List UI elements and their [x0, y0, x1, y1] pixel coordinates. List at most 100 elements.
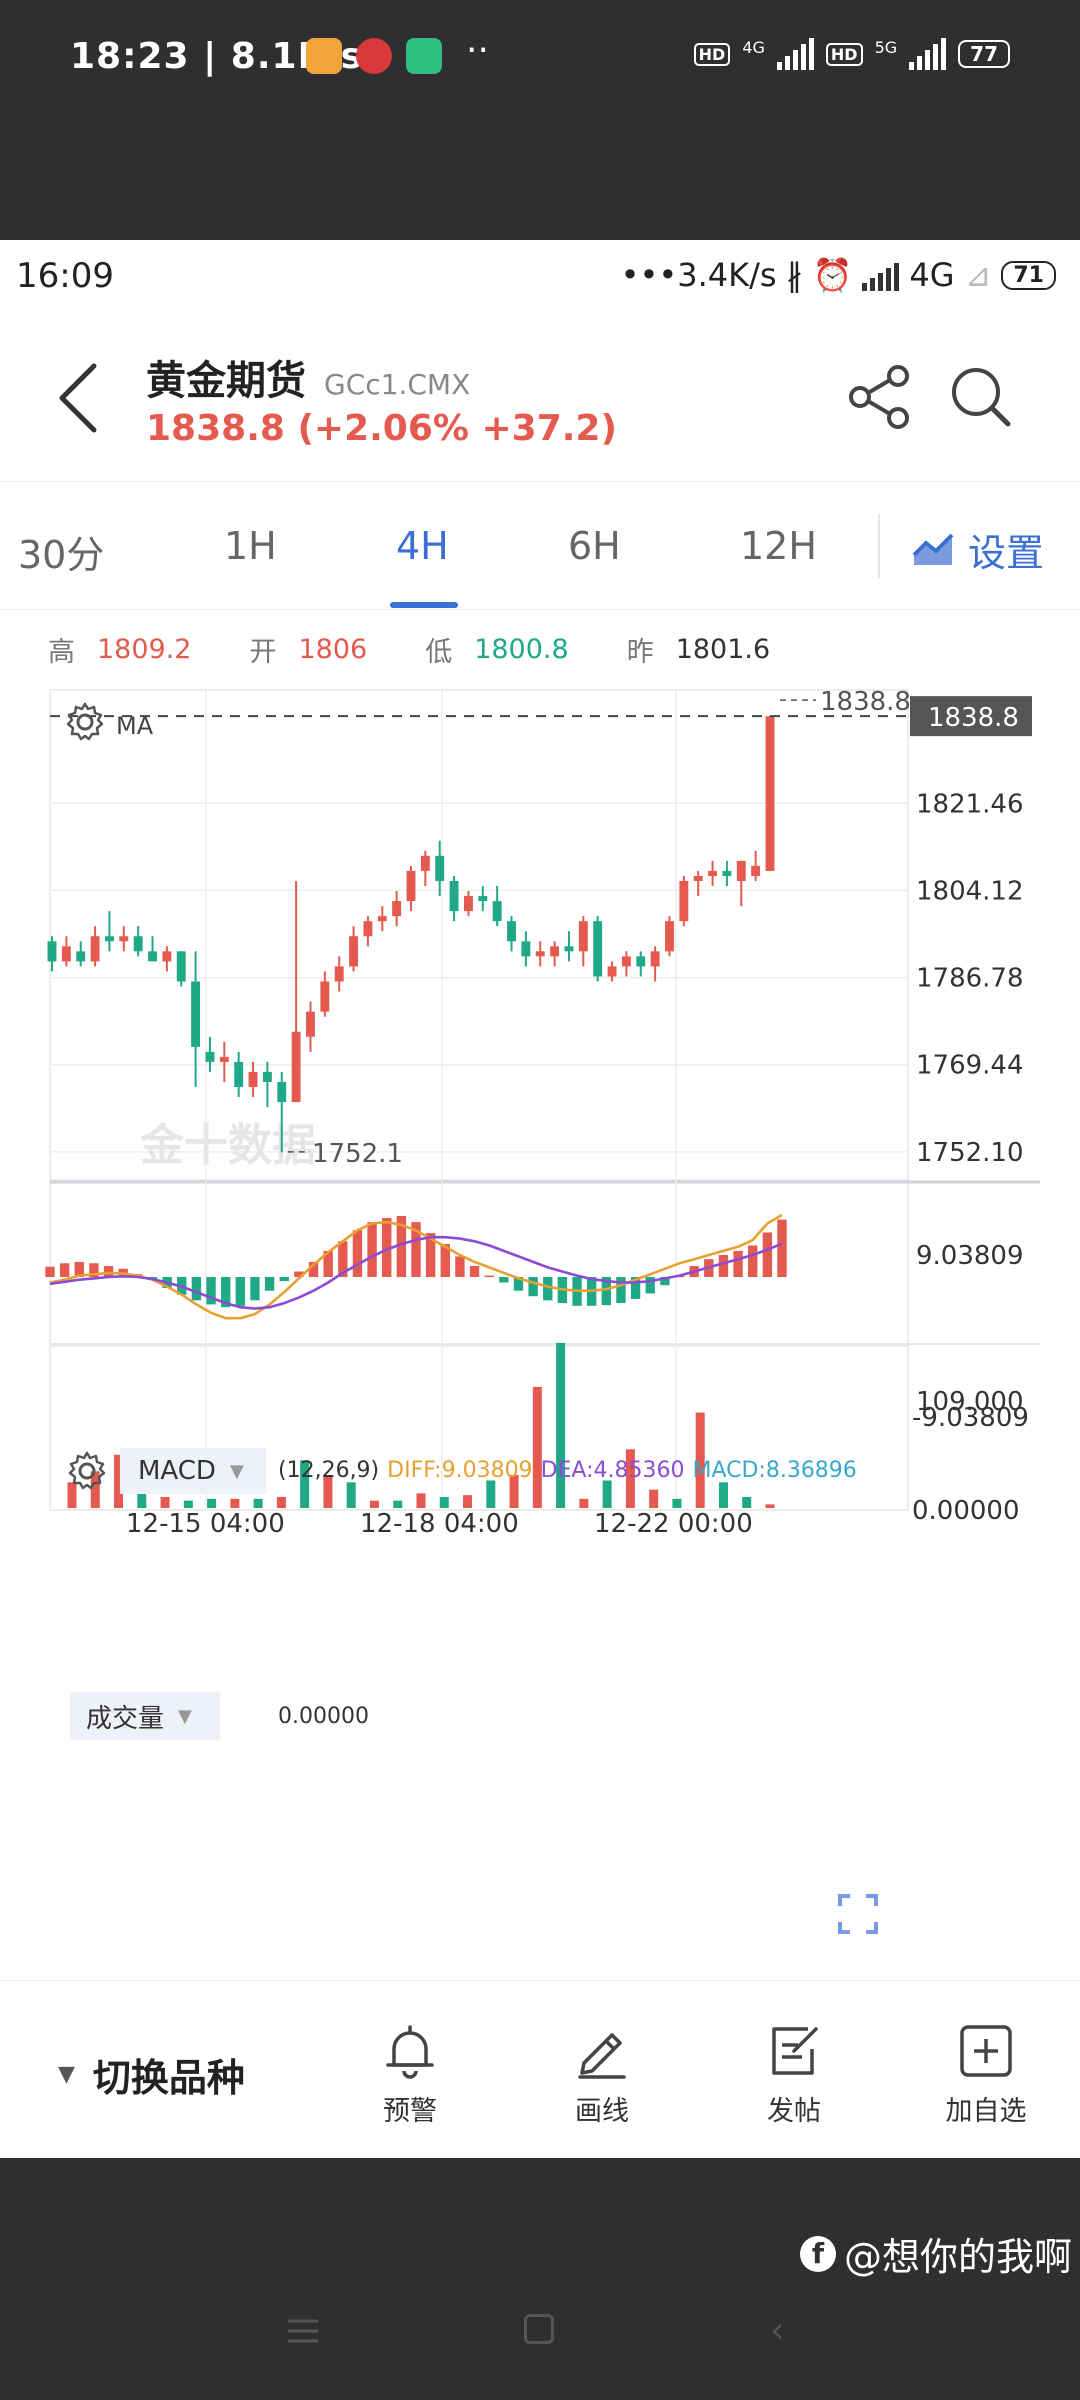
candle-body	[76, 951, 86, 962]
macd-bar	[352, 1230, 363, 1277]
ma-settings-gear-icon[interactable]	[64, 701, 106, 743]
candle-body	[349, 936, 359, 967]
home-icon[interactable]	[524, 2314, 554, 2344]
alert-label: 预警	[383, 2096, 437, 2127]
candle-body	[578, 921, 588, 952]
low-annotation: 1752.1	[312, 1139, 403, 1169]
macd-bar	[762, 1232, 773, 1277]
battery-icon: 77	[958, 40, 1010, 68]
macd-dea-value: DEA:4.85360	[540, 1458, 685, 1483]
candle-body	[90, 936, 100, 962]
tab-12h[interactable]: 12H	[740, 524, 817, 568]
indicator-dropdown[interactable]: MACD ▼	[120, 1448, 266, 1494]
tab-30min[interactable]: 30分	[18, 533, 105, 577]
tab-1h[interactable]: 1H	[224, 524, 277, 568]
hd-badge-1: HD	[693, 42, 731, 66]
network-label-1: 4G	[742, 38, 765, 57]
chart-settings-icon	[912, 533, 954, 565]
macd-bar	[469, 1266, 480, 1277]
indicator-dropdown-label: MACD	[138, 1456, 216, 1486]
macd-bar	[279, 1277, 289, 1282]
recent-apps-icon[interactable]	[286, 2318, 320, 2344]
candle-body	[535, 951, 545, 957]
kline-chart[interactable]: 金十数据 1821.461804.121786.781769.441752.10…	[0, 680, 1080, 2158]
price-tick-label: 1821.46	[916, 789, 1024, 819]
search-icon[interactable]	[946, 362, 1016, 432]
candle-body	[162, 951, 172, 962]
dea-line	[49, 1235, 783, 1310]
macd-bar	[89, 1263, 99, 1277]
active-tab-indicator	[390, 602, 458, 608]
volume-dropdown[interactable]: 成交量 ▼	[70, 1692, 220, 1740]
back-arrow-icon[interactable]	[50, 358, 110, 438]
macd-min-label: -9.03809	[912, 1403, 1029, 1433]
add-watchlist-label: 加自选	[945, 2096, 1027, 2127]
signal-icon	[862, 259, 900, 291]
macd-bar	[308, 1261, 319, 1277]
volume-bar	[323, 1474, 333, 1508]
draw-line-button[interactable]: 画线	[542, 2021, 662, 2128]
alarm-icon: ⏰	[812, 256, 853, 294]
page-title: 黄金期货	[146, 358, 306, 404]
watermark-text: 金十数据	[139, 1120, 316, 1171]
volume-bar	[649, 1489, 659, 1508]
signal-icon-2	[909, 38, 947, 70]
price-change: 1838.8 (+2.06% +37.2)	[146, 408, 617, 449]
candle-body	[636, 956, 646, 967]
share-icon[interactable]	[846, 362, 916, 432]
tab-6h[interactable]: 6H	[568, 524, 621, 568]
symbol-code: GCc1.CMX	[324, 368, 471, 401]
switch-symbol-button[interactable]: ▼ 切换品种	[58, 2047, 245, 2102]
price-tick-label: 1769.44	[916, 1051, 1024, 1081]
volume-bar	[160, 1496, 170, 1508]
macd-hist-value: MACD:8.36896	[692, 1458, 857, 1483]
chart-settings-button[interactable]: 设置	[912, 522, 1044, 577]
last-price-tag: 1838.8	[928, 703, 1019, 733]
draw-line-label: 画线	[575, 2096, 629, 2127]
prev-close-label: 昨	[626, 637, 654, 668]
candle-body	[736, 860, 746, 881]
candle-body	[621, 956, 631, 967]
candle-body	[334, 966, 344, 982]
time-tick-label: 12-22 00:00	[594, 1509, 753, 1539]
macd-bar	[499, 1277, 509, 1283]
chart-grid	[49, 689, 1040, 1511]
back-nav-icon[interactable]: ‹	[770, 2310, 785, 2351]
fullscreen-icon[interactable]	[836, 1892, 880, 1936]
macd-bar	[660, 1277, 670, 1286]
macd-bar	[748, 1245, 758, 1277]
price-tick-label: 1804.12	[916, 876, 1024, 906]
candle-body	[463, 896, 473, 912]
post-button[interactable]: 发帖	[734, 2021, 854, 2128]
macd-diff-value: DIFF:9.03809	[387, 1458, 533, 1483]
price-axis: 1821.46 1804.12 1786.78 1769.44 1752.10 1838.…	[50, 687, 1032, 1169]
macd-bar	[616, 1277, 626, 1304]
add-watchlist-button[interactable]: 加自选	[926, 2021, 1046, 2128]
open-value: 1806	[298, 634, 368, 665]
candle-body	[291, 1031, 301, 1103]
volume-bar	[509, 1474, 519, 1508]
tab-4h[interactable]: 4H	[396, 524, 449, 568]
candle-body	[693, 875, 703, 881]
macd-settings-gear-icon[interactable]	[66, 1450, 108, 1492]
add-square-icon	[960, 2025, 1012, 2077]
notification-icons	[306, 38, 442, 74]
network-label-2: 5G	[874, 38, 898, 57]
dropdown-caret-icon: ▼	[178, 1705, 192, 1727]
bluetooth-icon: ∦	[786, 256, 803, 294]
macd-bar	[733, 1250, 743, 1277]
volume-bar	[207, 1498, 217, 1508]
open-label: 开	[249, 637, 277, 668]
candle-body	[61, 946, 71, 962]
volume-bar	[463, 1495, 473, 1508]
volume-bar	[672, 1498, 682, 1508]
candle-body	[306, 1011, 315, 1037]
network-label: 4G	[909, 256, 955, 294]
facebook-icon: f	[800, 2235, 836, 2272]
ma-label[interactable]: MA	[116, 712, 154, 740]
volume-bar	[137, 1489, 147, 1508]
macd-bar	[206, 1277, 216, 1305]
low-label: 低	[425, 637, 453, 668]
alert-button[interactable]: 预警	[350, 2021, 470, 2128]
candle-body	[607, 966, 617, 977]
